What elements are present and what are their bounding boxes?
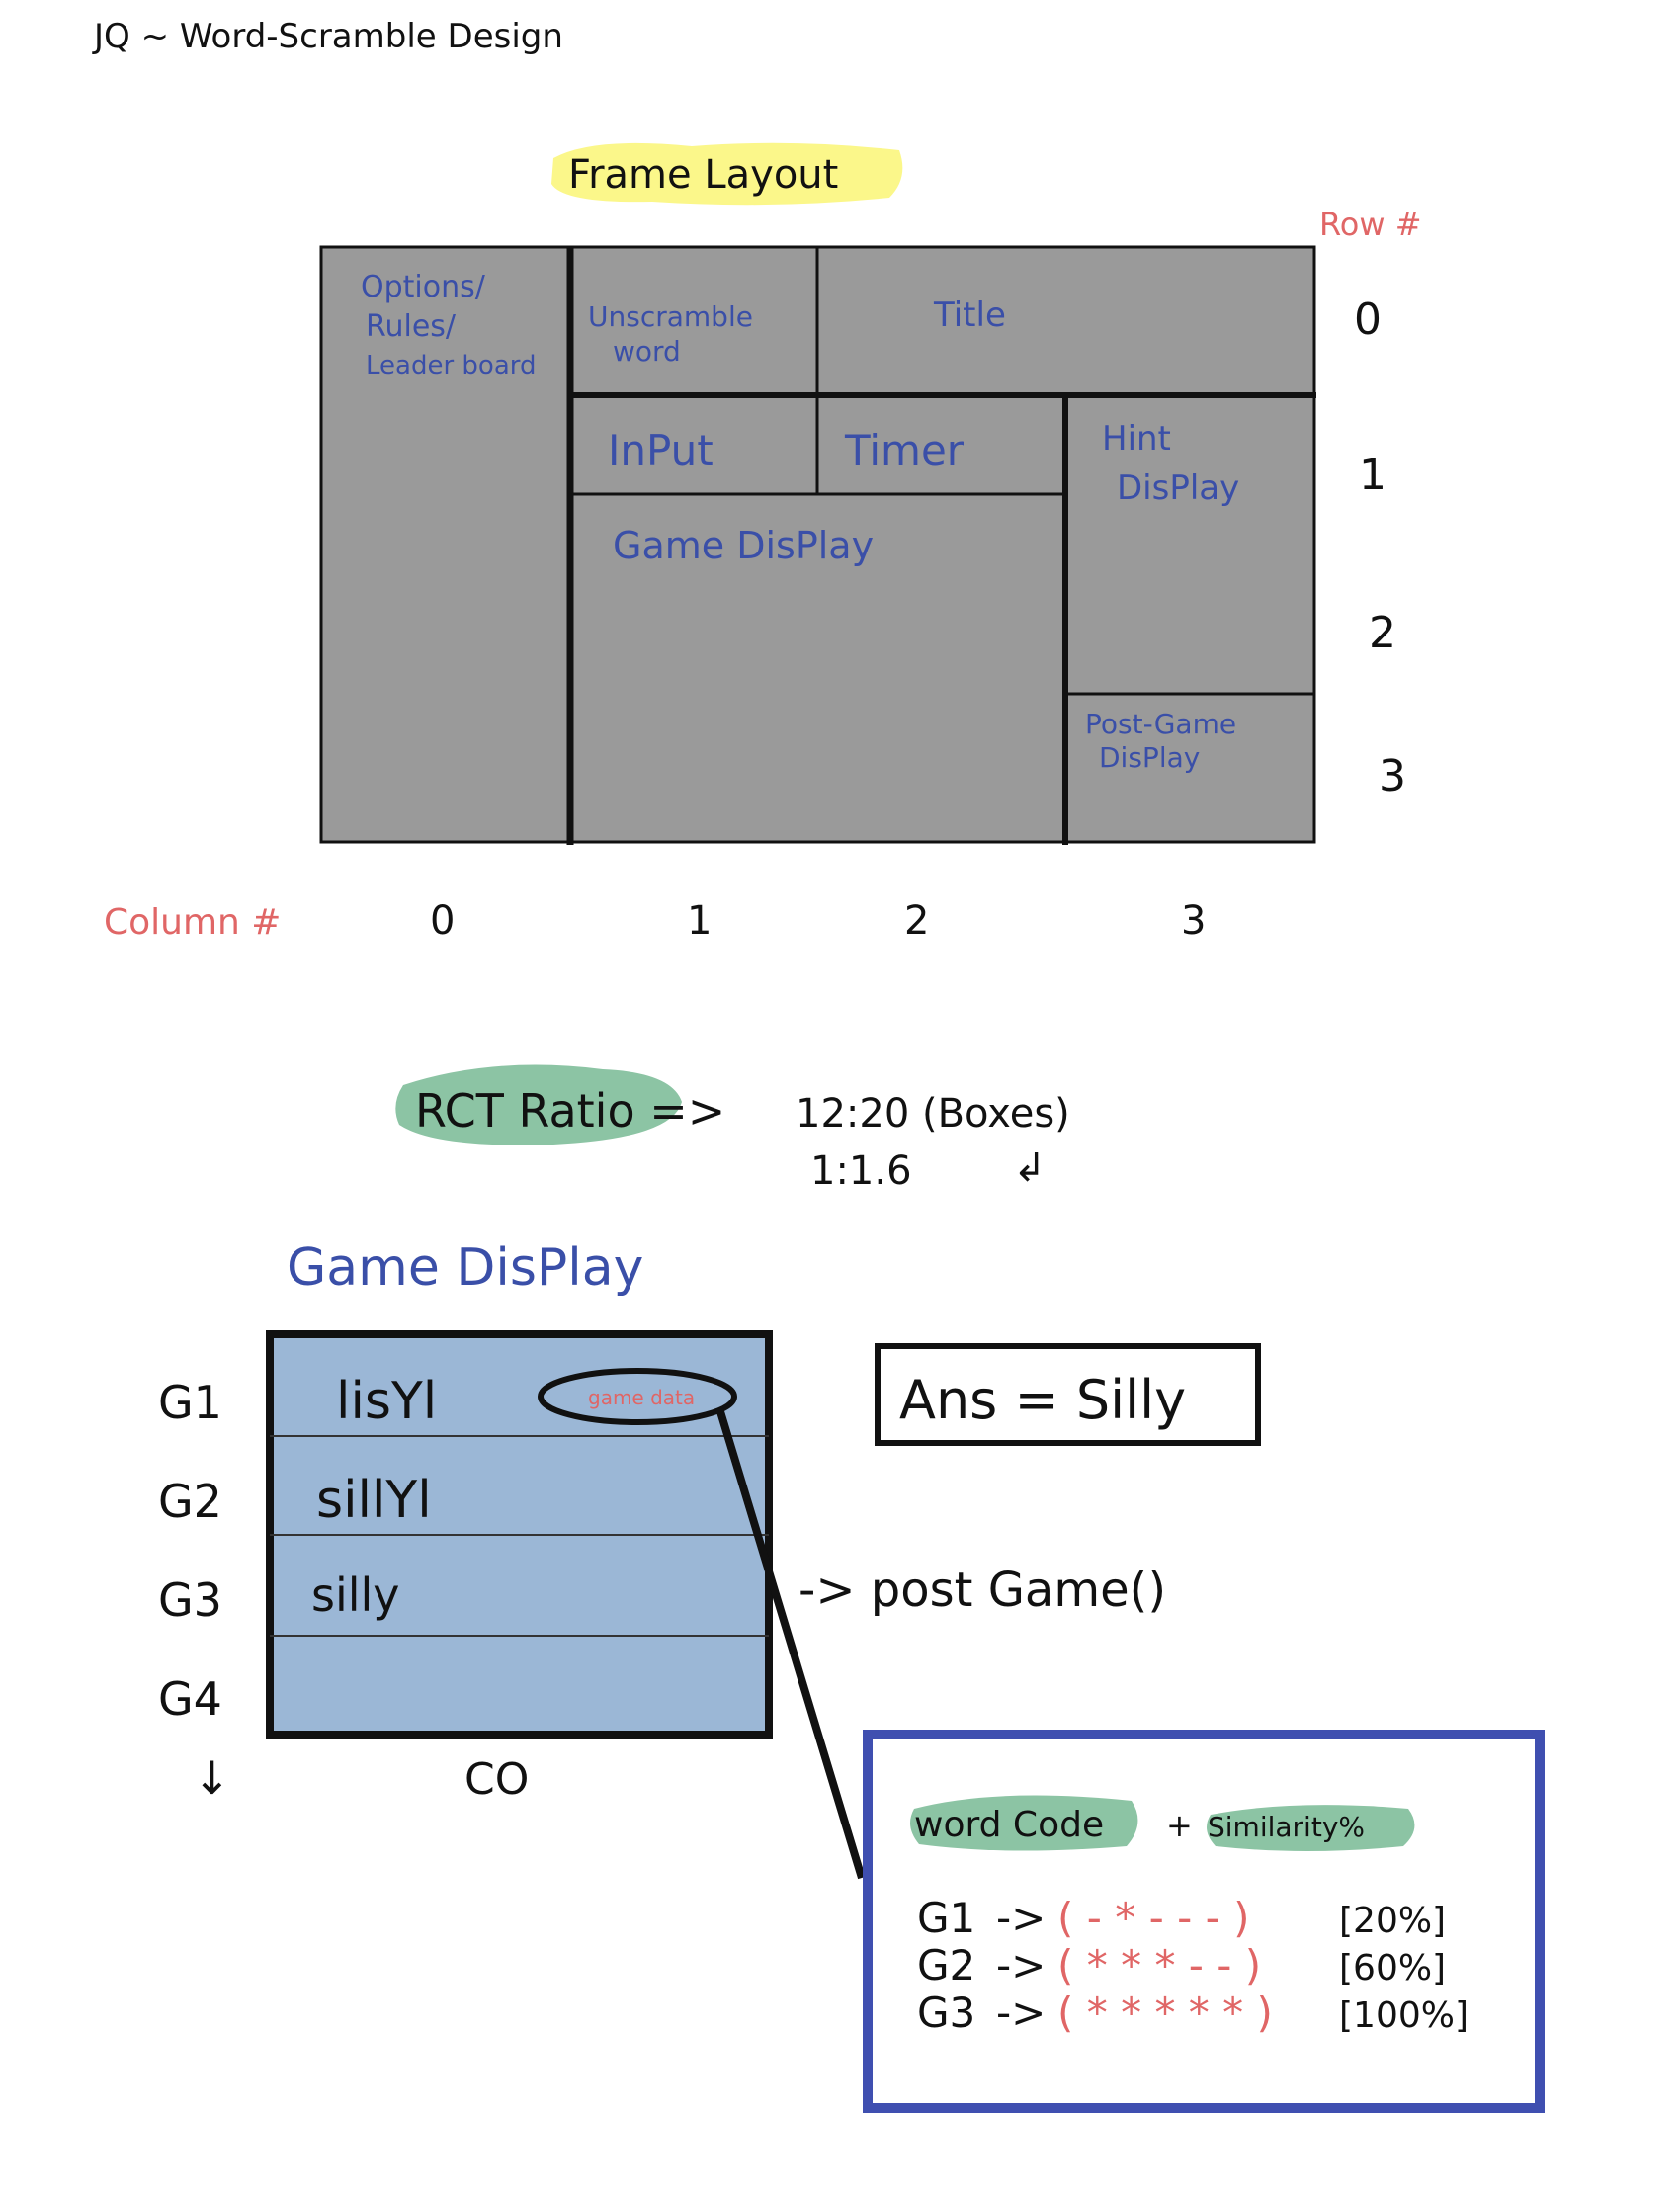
word-code-guess-g2: G2 [917,1941,975,1990]
similarity-header: Similarity% [1208,1811,1365,1843]
word-code-rows: G1 -> ( - * - - - ) [20%] G2 -> ( * * * … [917,1894,1469,2037]
answer-text: Ans = Silly [899,1369,1186,1431]
answer-box [875,1343,1261,1446]
game-display-table [266,1330,773,1739]
game-column-label: CO [464,1754,529,1805]
guess-label-g2: G2 [158,1475,222,1528]
input-panel-label: InPut [608,426,714,474]
ratio-line-1: 12:20 (Boxes) [796,1091,1070,1137]
column-number-2: 2 [904,898,929,944]
options-panel-label: Options/ Rules/ Leader board [361,270,537,381]
timer-panel-label: Timer [844,426,965,474]
row-numbers: 0 1 2 3 [1354,295,1406,802]
row-number-0: 0 [1354,295,1382,345]
unscramble-panel-label: Unscramble word [588,300,762,368]
ratio-arrow: ↲ [1013,1145,1047,1191]
guess-label-g4: G4 [158,1672,222,1726]
post-game-line-1: Post-Game [1085,708,1236,740]
guess-label-g1: G1 [158,1376,222,1429]
yellow-highlight [551,142,903,206]
word-code-pattern-g1: ( - * - - - ) [1057,1894,1250,1942]
game-data-label: game data [588,1386,695,1409]
word-code-box [863,1730,1545,2113]
word-code-row-g3: G3 -> ( * * * * * ) [100%] [917,1989,1469,2037]
word-code-arrow-g2: -> [996,1941,1046,1990]
page-title: JQ ~ Word-Scramble Design [92,17,563,56]
word-code-guess-g1: G1 [917,1894,975,1942]
down-arrow: ↓ [193,1751,231,1805]
row-number-3: 3 [1379,751,1406,802]
hint-line-1: Hint [1102,419,1171,459]
guess-rows: lisYl sillYl silly [311,1372,437,1622]
guess-row-3: silly [311,1569,400,1622]
word-code-arrow-g3: -> [996,1989,1046,2037]
options-line-2: Rules/ [366,309,457,344]
green-highlight-word-code [910,1795,1138,1851]
word-code-pattern-g3: ( * * * * * ) [1057,1989,1273,2037]
post-game-call: -> post Game() [798,1563,1166,1618]
green-highlight-ratio [395,1064,682,1145]
game-data-ellipse [538,1368,737,1425]
word-code-pattern-g2: ( * * * - - ) [1057,1941,1261,1990]
guess-label-g3: G3 [158,1573,222,1627]
column-number-3: 3 [1181,898,1206,944]
guess-row-2: sillYl [316,1471,432,1530]
word-code-guess-g3: G3 [917,1989,975,2037]
options-line-3: Leader board [366,351,537,381]
post-game-panel-label: Post-Game DisPlay [1085,708,1245,774]
ratio-label: RCT Ratio => [415,1084,725,1138]
guess-row-1: lisYl [336,1372,437,1431]
row-number-1: 1 [1359,450,1386,500]
word-code-pct-g3: [100%] [1339,1995,1469,2036]
options-line-1: Options/ [361,270,486,304]
connector-line [715,1406,866,1880]
column-number-label: Column # [104,902,281,943]
word-code-pct-g1: [20%] [1339,1901,1446,1941]
green-highlight-similarity [1207,1805,1415,1851]
title-panel-label: Title [933,296,1006,335]
frame-layout-heading: Frame Layout [568,152,838,198]
word-code-arrow-g1: -> [996,1894,1046,1942]
column-number-0: 0 [430,898,455,944]
game-display-heading: Game DisPlay [287,1238,643,1298]
post-game-line-2: DisPlay [1099,741,1200,774]
row-number-2: 2 [1369,608,1396,658]
word-code-row-g2: G2 -> ( * * * - - ) [60%] [917,1941,1446,1990]
column-number-1: 1 [687,898,712,944]
row-number-label: Row # [1319,206,1422,243]
guess-labels: G1 G2 G3 G4 ↓ [158,1376,231,1805]
word-code-plus: + [1166,1807,1193,1844]
word-code-pct-g2: [60%] [1339,1948,1446,1989]
column-numbers: 0 1 2 3 [430,898,1206,944]
word-code-row-g1: G1 -> ( - * - - - ) [20%] [917,1894,1446,1942]
frame-layout-grid [319,245,1316,845]
unscramble-line-2: word [613,335,681,368]
game-display-panel-label: Game DisPlay [613,524,874,567]
hint-panel-label: Hint DisPlay [1102,419,1239,508]
word-code-header: word Code [914,1805,1104,1845]
unscramble-line-1: Unscramble [588,300,753,333]
ratio-line-2: 1:1.6 [810,1148,912,1194]
hint-line-2: DisPlay [1117,468,1239,508]
